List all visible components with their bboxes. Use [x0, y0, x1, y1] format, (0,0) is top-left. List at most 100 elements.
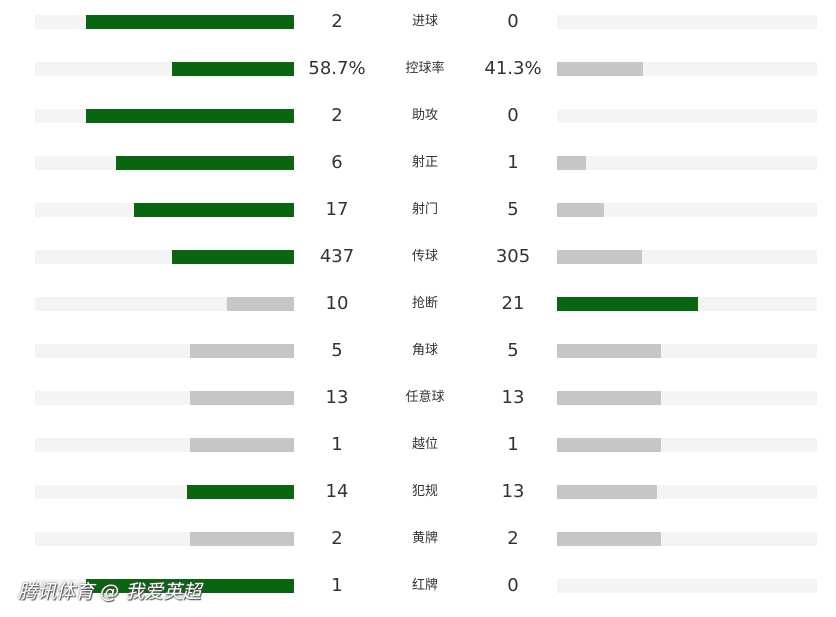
away-bar-track: [557, 532, 817, 546]
stat-row: 2 黄牌 2: [0, 517, 836, 564]
home-value: 5: [331, 340, 343, 361]
stat-row: 2 进球 0: [0, 0, 836, 47]
home-bar-track: [35, 532, 294, 546]
away-value: 5: [507, 199, 519, 220]
home-bar-track: [35, 438, 294, 452]
home-bar-track: [35, 62, 294, 76]
home-bar-track: [35, 344, 294, 358]
stat-row: 58.7% 控球率 41.3%: [0, 47, 836, 94]
away-value: 21: [501, 293, 525, 314]
home-value: 14: [325, 481, 349, 502]
away-value: 13: [501, 481, 525, 502]
home-value: 17: [325, 199, 349, 220]
stat-row: 6 射正 1: [0, 141, 836, 188]
home-bar-fill: [133, 203, 294, 217]
away-bar-fill: [557, 62, 644, 76]
home-bar-track: [35, 297, 294, 311]
home-value: 6: [331, 152, 343, 173]
stat-row: 14 犯规 13: [0, 470, 836, 517]
home-bar-fill: [226, 297, 294, 311]
stat-label: 射门: [411, 202, 438, 217]
stat-label: 黄牌: [411, 531, 438, 546]
stat-row: 17 射门 5: [0, 188, 836, 235]
away-bar-fill: [557, 532, 661, 546]
home-bar-fill: [172, 62, 294, 76]
away-bar-fill: [557, 297, 698, 311]
stat-label: 抢断: [411, 296, 438, 311]
home-bar-track: [35, 250, 294, 264]
stat-row: 1 红牌 0: [0, 564, 836, 611]
home-bar-fill: [187, 485, 294, 499]
home-bar-track: [35, 156, 294, 170]
away-value: 1: [507, 434, 519, 455]
away-bar-track: [557, 203, 817, 217]
stat-label: 射正: [411, 155, 438, 170]
home-bar-track: [35, 15, 294, 29]
home-bar-track: [35, 203, 294, 217]
away-value: 0: [507, 11, 519, 32]
away-bar-track: [557, 156, 817, 170]
away-bar-fill: [557, 344, 661, 358]
home-bar-fill: [85, 579, 294, 593]
stat-row: 1 越位 1: [0, 423, 836, 470]
away-bar-track: [557, 250, 817, 264]
stat-row: 10 抢断 21: [0, 282, 836, 329]
stat-row: 5 角球 5: [0, 329, 836, 376]
stat-label: 控球率: [405, 61, 445, 76]
home-value: 13: [325, 387, 349, 408]
stat-label: 犯规: [411, 484, 438, 499]
away-bar-fill: [557, 156, 587, 170]
away-bar-track: [557, 438, 817, 452]
away-bar-track: [557, 62, 817, 76]
home-value: 2: [331, 11, 343, 32]
stat-row: 13 任意球 13: [0, 376, 836, 423]
home-bar-fill: [85, 109, 294, 123]
away-value: 305: [495, 246, 531, 267]
away-value: 13: [501, 387, 525, 408]
away-bar-fill: [557, 250, 643, 264]
away-bar-track: [557, 579, 817, 593]
home-bar-track: [35, 391, 294, 405]
home-bar-fill: [85, 15, 294, 29]
stat-label: 进球: [411, 14, 438, 29]
home-value: 1: [331, 575, 343, 596]
away-value: 1: [507, 152, 519, 173]
home-value: 2: [331, 105, 343, 126]
away-bar-fill: [557, 203, 605, 217]
away-bar-track: [557, 297, 817, 311]
home-bar-fill: [189, 344, 294, 358]
away-bar-track: [557, 15, 817, 29]
away-value: 0: [507, 105, 519, 126]
away-bar-track: [557, 344, 817, 358]
home-bar-track: [35, 485, 294, 499]
stat-row: 437 传球 305: [0, 235, 836, 282]
away-value: 5: [507, 340, 519, 361]
home-bar-fill: [116, 156, 294, 170]
stat-label: 红牌: [411, 578, 438, 593]
home-bar-fill: [189, 391, 294, 405]
stat-label: 传球: [411, 249, 438, 264]
home-value: 10: [325, 293, 349, 314]
away-bar-fill: [557, 438, 661, 452]
away-bar-track: [557, 109, 817, 123]
away-value: 41.3%: [484, 58, 542, 79]
home-bar-fill: [172, 250, 294, 264]
stat-label: 助攻: [411, 108, 438, 123]
stat-label: 任意球: [405, 390, 445, 405]
stat-label: 角球: [411, 343, 438, 358]
home-bar-track: [35, 579, 294, 593]
home-bar-fill: [189, 438, 294, 452]
home-value: 58.7%: [308, 58, 366, 79]
home-value: 437: [319, 246, 355, 267]
away-value: 0: [507, 575, 519, 596]
away-bar-track: [557, 391, 817, 405]
away-value: 2: [507, 528, 519, 549]
home-value: 2: [331, 528, 343, 549]
watermark-text: 腾讯体育 @ 我爱英超: [18, 581, 202, 603]
away-bar-fill: [557, 391, 661, 405]
away-bar-fill: [557, 485, 658, 499]
home-value: 1: [331, 434, 343, 455]
away-bar-track: [557, 485, 817, 499]
stat-label: 越位: [411, 437, 438, 452]
stat-row: 2 助攻 0: [0, 94, 836, 141]
